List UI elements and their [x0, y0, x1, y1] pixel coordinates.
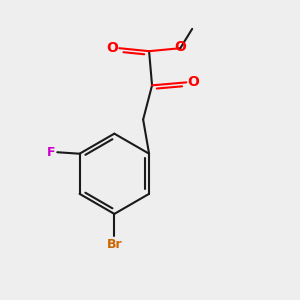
Text: O: O: [106, 41, 118, 55]
Text: F: F: [46, 146, 55, 159]
Text: Br: Br: [106, 238, 122, 251]
Text: O: O: [174, 40, 186, 54]
Text: O: O: [188, 75, 200, 89]
